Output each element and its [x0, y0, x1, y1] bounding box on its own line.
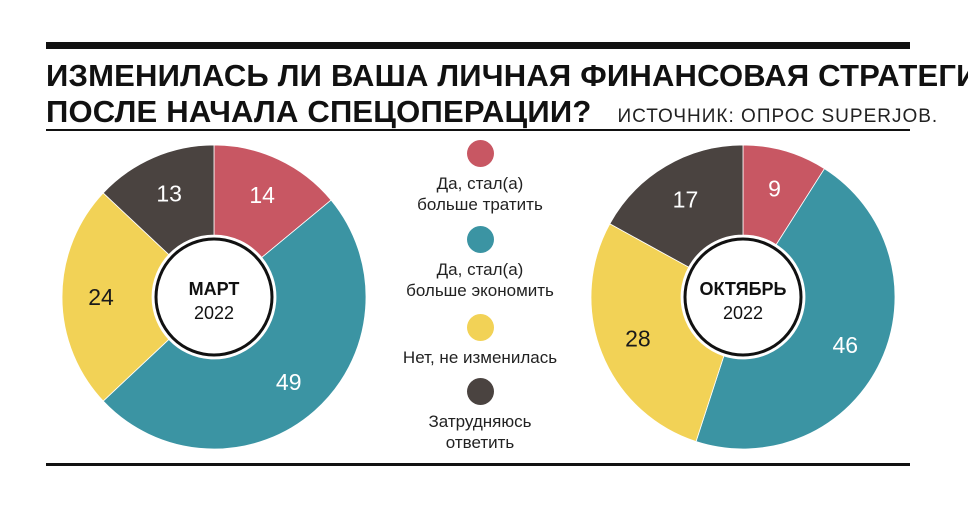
donut-chart-march: 14 49 24 13 МАРТ 2022: [61, 144, 367, 450]
legend-swatch: [466, 314, 494, 341]
donut-center-sublabel: 2022: [723, 303, 763, 323]
legend-swatch: [466, 378, 494, 405]
donut-center-sublabel: 2022: [194, 303, 234, 323]
legend-label-line: Нет, не изменилась: [402, 348, 558, 367]
slice-value-label: 46: [832, 332, 858, 358]
chart-title: ИЗМЕНИЛАСЬ ЛИ ВАША ЛИЧНАЯ ФИНАНСОВАЯ СТР…: [46, 58, 968, 135]
donut-center-ring: [683, 237, 803, 357]
slice-value-label: 49: [276, 369, 302, 395]
donut-chart-october: 9 46 28 17 ОКТЯБРЬ 2022: [590, 144, 896, 450]
top-rule: [46, 42, 910, 49]
legend-label-line: Да, стал(а): [436, 174, 524, 193]
slice-value-label: 28: [625, 326, 651, 352]
legend-label: Затрудняюсь ответить: [380, 411, 580, 453]
donut-center-label: ОКТЯБРЬ: [699, 279, 786, 299]
slice-value-label: 24: [88, 284, 114, 310]
legend-swatch: [466, 140, 494, 167]
legend-item-undecided: Затрудняюсь ответить: [380, 378, 580, 453]
legend-label: Нет, не изменилась: [380, 347, 580, 368]
title-line-2: ПОСЛЕ НАЧАЛА СПЕЦОПЕРАЦИИ? ИСТОЧНИК: ОПРО…: [46, 94, 937, 135]
legend-item-spend: Да, стал(а) больше тратить: [380, 140, 580, 215]
legend-label-line: ответить: [445, 433, 515, 452]
title-line-1: ИЗМЕНИЛАСЬ ЛИ ВАША ЛИЧНАЯ ФИНАНСОВАЯ СТР…: [46, 58, 968, 93]
legend-label-line: Да, стал(а): [436, 260, 524, 279]
bottom-rule: [46, 463, 910, 466]
title-line-2-text: ПОСЛЕ НАЧАЛА СПЕЦОПЕРАЦИИ?: [46, 94, 592, 129]
donut-center: [152, 235, 276, 359]
legend-label-line: Затрудняюсь: [428, 412, 532, 431]
donut-center: [681, 235, 805, 359]
legend-label-line: больше экономить: [406, 281, 554, 300]
slice-value-label: 13: [156, 180, 182, 206]
legend-item-save: Да, стал(а) больше экономить: [380, 226, 580, 301]
legend-label-line: больше тратить: [417, 195, 543, 214]
donut-center-ring: [154, 237, 274, 357]
legend-swatch: [466, 226, 494, 253]
legend-label: Да, стал(а) больше тратить: [380, 173, 580, 215]
slice-value-label: 17: [673, 187, 699, 213]
legend-label: Да, стал(а) больше экономить: [380, 259, 580, 301]
title-divider: [46, 129, 910, 131]
slice-value-label: 14: [249, 182, 275, 208]
donut-center-label: МАРТ: [189, 279, 240, 299]
legend-item-no-change: Нет, не изменилась: [380, 314, 580, 368]
source-note: ИСТОЧНИК: ОПРОС SUPERJOB.: [617, 106, 939, 127]
slice-value-label: 9: [768, 175, 781, 201]
